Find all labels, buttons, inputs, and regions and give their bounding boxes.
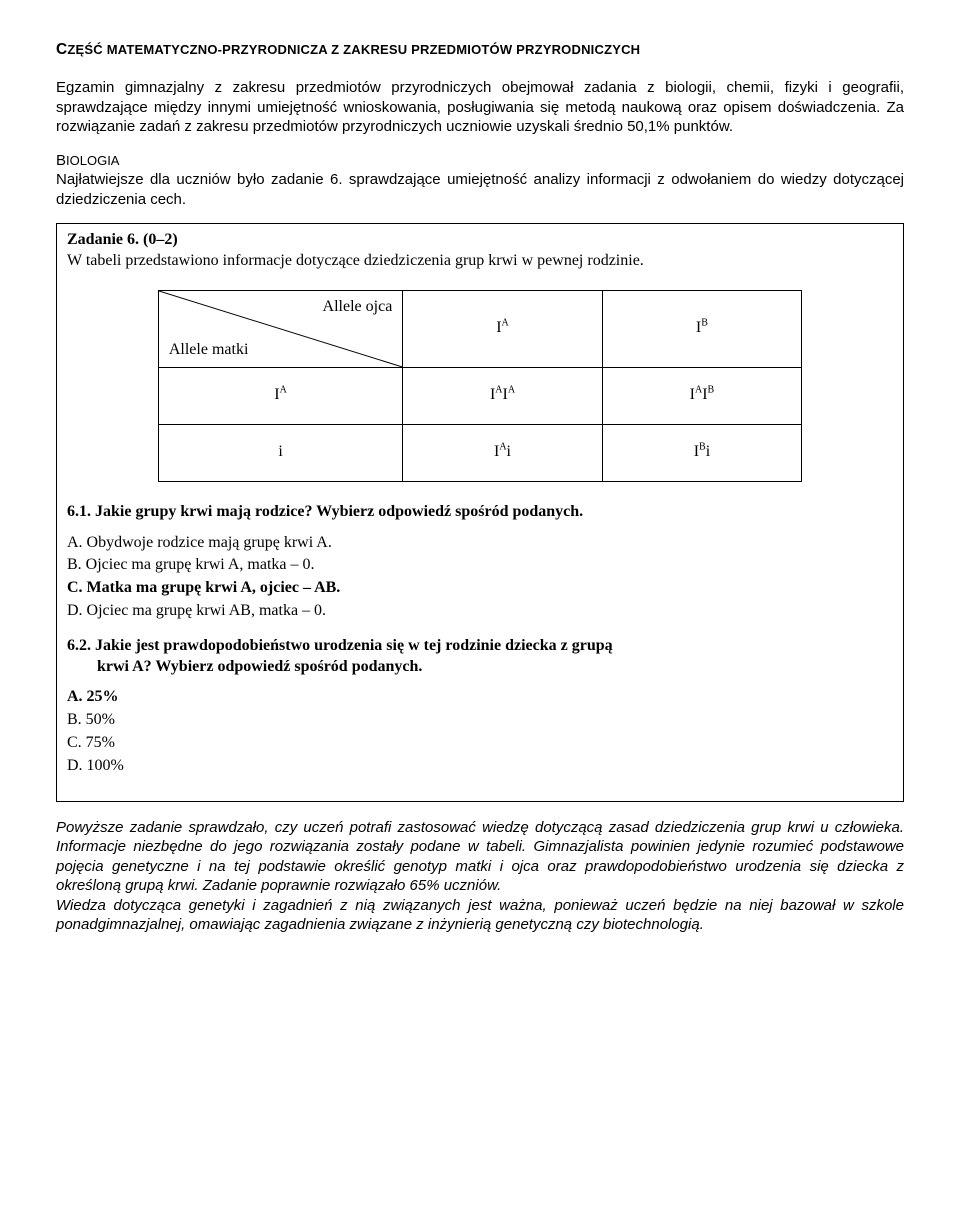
opt-62-d: D. 100% xyxy=(67,756,893,777)
q62-line2: krwi A? Wybierz odpowiedź spośród podany… xyxy=(67,657,893,678)
cell-r1c2: IAIB xyxy=(602,367,801,424)
section-heading-cap: B xyxy=(56,152,66,169)
opt-62-a-text: A. 25% xyxy=(67,688,119,705)
row2-header: i xyxy=(158,424,402,481)
header-father-alleles: Allele ojca xyxy=(323,297,393,318)
opt-61-c: C. Matka ma grupę krwi A, ojciec – AB. xyxy=(67,578,893,599)
explanation-paragraph: Powyższe zadanie sprawdzało, czy uczeń p… xyxy=(56,818,904,935)
cell-r2c2: IBi xyxy=(602,424,801,481)
opt-61-d: D. Ojciec ma grupę krwi AB, matka – 0. xyxy=(67,601,893,622)
page-title: CZĘŚĆ MATEMATYCZNO-PRZYRODNICZA Z ZAKRES… xyxy=(56,40,904,60)
task-header: Zadanie 6. (0–2) W tabeli przedstawiono … xyxy=(67,230,893,272)
opt-62-c: C. 75% xyxy=(67,733,893,754)
cell-r1c1: IAIA xyxy=(403,367,602,424)
section-text: Najłatwiejsze dla uczniów było zadanie 6… xyxy=(56,171,904,208)
section-heading: BIOLOGIA xyxy=(56,152,119,169)
options-6-1: A. Obydwoje rodzice mają grupę krwi A. B… xyxy=(67,533,893,622)
row1-header: IA xyxy=(158,367,402,424)
intro-paragraph: Egzamin gimnazjalny z zakresu przedmiotó… xyxy=(56,78,904,137)
options-6-2: A. 25% B. 50% C. 75% D. 100% xyxy=(67,687,893,776)
opt-61-a: A. Obydwoje rodzice mają grupę krwi A. xyxy=(67,533,893,554)
opt-62-a: A. 25% xyxy=(67,687,893,708)
col-header-2: IB xyxy=(602,290,801,367)
genetics-table: Allele ojca Allele matki IA IB IA IAIA I… xyxy=(158,290,802,482)
opt-61-b: B. Ojciec ma grupę krwi A, matka – 0. xyxy=(67,555,893,576)
table-diagonal-header: Allele ojca Allele matki xyxy=(158,290,402,367)
q62-line1: 6.2. Jakie jest prawdopodobieństwo urodz… xyxy=(67,637,613,654)
section-heading-rest: IOLOGIA xyxy=(66,153,119,168)
task-lead: W tabeli przedstawiono informacje dotycz… xyxy=(67,252,644,269)
question-6-1: 6.1. Jakie grupy krwi mają rodzice? Wybi… xyxy=(67,502,893,523)
question-6-2: 6.2. Jakie jest prawdopodobieństwo urodz… xyxy=(67,636,893,678)
header-mother-alleles: Allele matki xyxy=(169,340,249,361)
opt-61-c-text: C. Matka ma grupę krwi A, ojciec – AB. xyxy=(67,579,340,596)
title-caps: C xyxy=(56,41,67,58)
title-rest: ZĘŚĆ MATEMATYCZNO-PRZYRODNICZA Z ZAKRESU… xyxy=(67,42,640,57)
cell-r2c1: IAi xyxy=(403,424,602,481)
task-number: Zadanie 6. (0–2) xyxy=(67,231,178,248)
biology-section: BIOLOGIA Najłatwiejsze dla uczniów było … xyxy=(56,151,904,210)
opt-62-b: B. 50% xyxy=(67,710,893,731)
col-header-1: IA xyxy=(403,290,602,367)
task-box: Zadanie 6. (0–2) W tabeli przedstawiono … xyxy=(56,223,904,801)
